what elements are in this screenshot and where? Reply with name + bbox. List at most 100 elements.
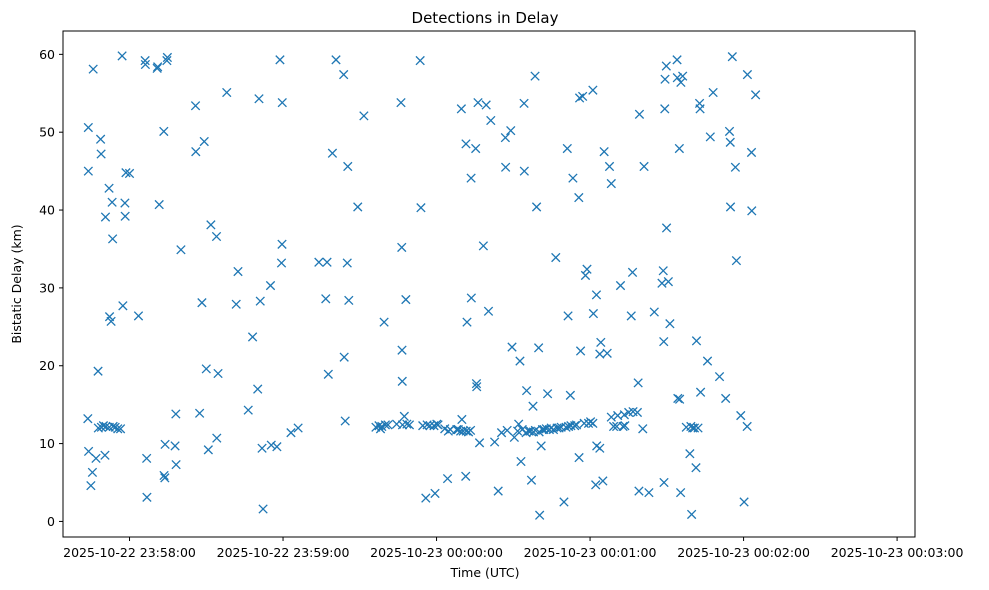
data-point (658, 266, 668, 276)
data-point (277, 239, 287, 249)
data-point (153, 62, 163, 72)
data-point (194, 408, 205, 418)
data-point (466, 173, 476, 183)
data-point (674, 394, 685, 404)
y-tick-label: 40 (39, 203, 55, 218)
data-point (456, 104, 467, 114)
data-point (255, 296, 265, 306)
data-point (739, 497, 749, 507)
data-point (750, 90, 761, 100)
data-point (471, 378, 482, 389)
data-point (533, 343, 544, 353)
data-point (353, 202, 363, 212)
data-point (626, 311, 636, 321)
data-point (120, 211, 130, 221)
data-point (93, 366, 103, 376)
data-point (142, 492, 152, 502)
data-point (233, 266, 243, 277)
data-point (595, 443, 605, 453)
chart-title: Detections in Delay (412, 9, 559, 27)
data-point (474, 438, 485, 448)
data-point (231, 299, 241, 309)
data-point (502, 425, 512, 436)
data-point (247, 332, 258, 342)
data-point (203, 445, 213, 455)
data-point (265, 280, 276, 291)
data-point (742, 421, 752, 432)
data-point (473, 97, 483, 108)
data-point (322, 257, 332, 267)
data-point (457, 414, 467, 425)
data-point (663, 277, 674, 287)
data-point (110, 422, 120, 432)
data-point (486, 115, 496, 126)
data-point (160, 439, 170, 450)
data-point (596, 337, 606, 348)
data-point (211, 231, 222, 242)
data-point (702, 356, 713, 366)
data-point (286, 428, 296, 438)
data-point (695, 387, 706, 397)
data-point (506, 125, 516, 136)
data-point (736, 410, 746, 421)
data-point (542, 389, 553, 399)
data-point (399, 411, 409, 421)
data-point (433, 420, 443, 430)
data-point (272, 442, 282, 452)
data-point (176, 245, 186, 255)
data-point (87, 467, 98, 478)
data-point (574, 192, 584, 203)
data-point (199, 136, 209, 147)
data-point (598, 476, 608, 486)
data-point (222, 87, 232, 98)
data-point (731, 255, 742, 266)
data-point (742, 69, 753, 80)
data-point (121, 168, 131, 178)
data-point (534, 510, 545, 520)
x-tick-label: 2025-10-23 00:01:00 (524, 545, 657, 560)
data-point (530, 71, 540, 81)
data-point (96, 149, 106, 159)
data-point (727, 52, 737, 62)
data-point (695, 104, 705, 114)
data-point (562, 143, 572, 154)
data-point (489, 437, 500, 447)
x-axis-ticks: 2025-10-22 23:58:00 2025-10-22 23:59:00 20… (63, 537, 964, 560)
y-tick-label: 60 (39, 47, 55, 62)
data-point (705, 132, 715, 142)
data-point (314, 257, 324, 267)
data-point (120, 198, 130, 208)
data-point (500, 162, 511, 172)
data-point (159, 126, 169, 137)
data-point (672, 55, 682, 65)
data-point (243, 405, 253, 415)
data-point (95, 134, 106, 144)
data-point (632, 407, 643, 418)
data-point (276, 258, 287, 268)
data-point (672, 73, 682, 83)
data-point (724, 126, 735, 137)
data-point (659, 336, 669, 347)
data-point (106, 316, 116, 327)
data-point (472, 382, 482, 392)
data-point (83, 122, 93, 133)
data-point (620, 421, 630, 431)
data-point (201, 364, 211, 374)
data-point (107, 197, 117, 207)
y-tick-label: 50 (39, 125, 55, 140)
data-point (206, 220, 216, 230)
data-point (633, 378, 643, 388)
data-point (83, 414, 93, 424)
data-point (582, 264, 592, 274)
data-point (107, 234, 118, 244)
data-point (397, 345, 407, 355)
data-point (162, 52, 173, 63)
data-point (171, 459, 181, 470)
data-point (415, 55, 425, 66)
data-point (638, 424, 648, 434)
data-point (375, 424, 386, 434)
x-tick-label: 2025-10-23 00:00:00 (370, 545, 503, 560)
data-point (117, 51, 127, 61)
data-point (266, 440, 276, 450)
